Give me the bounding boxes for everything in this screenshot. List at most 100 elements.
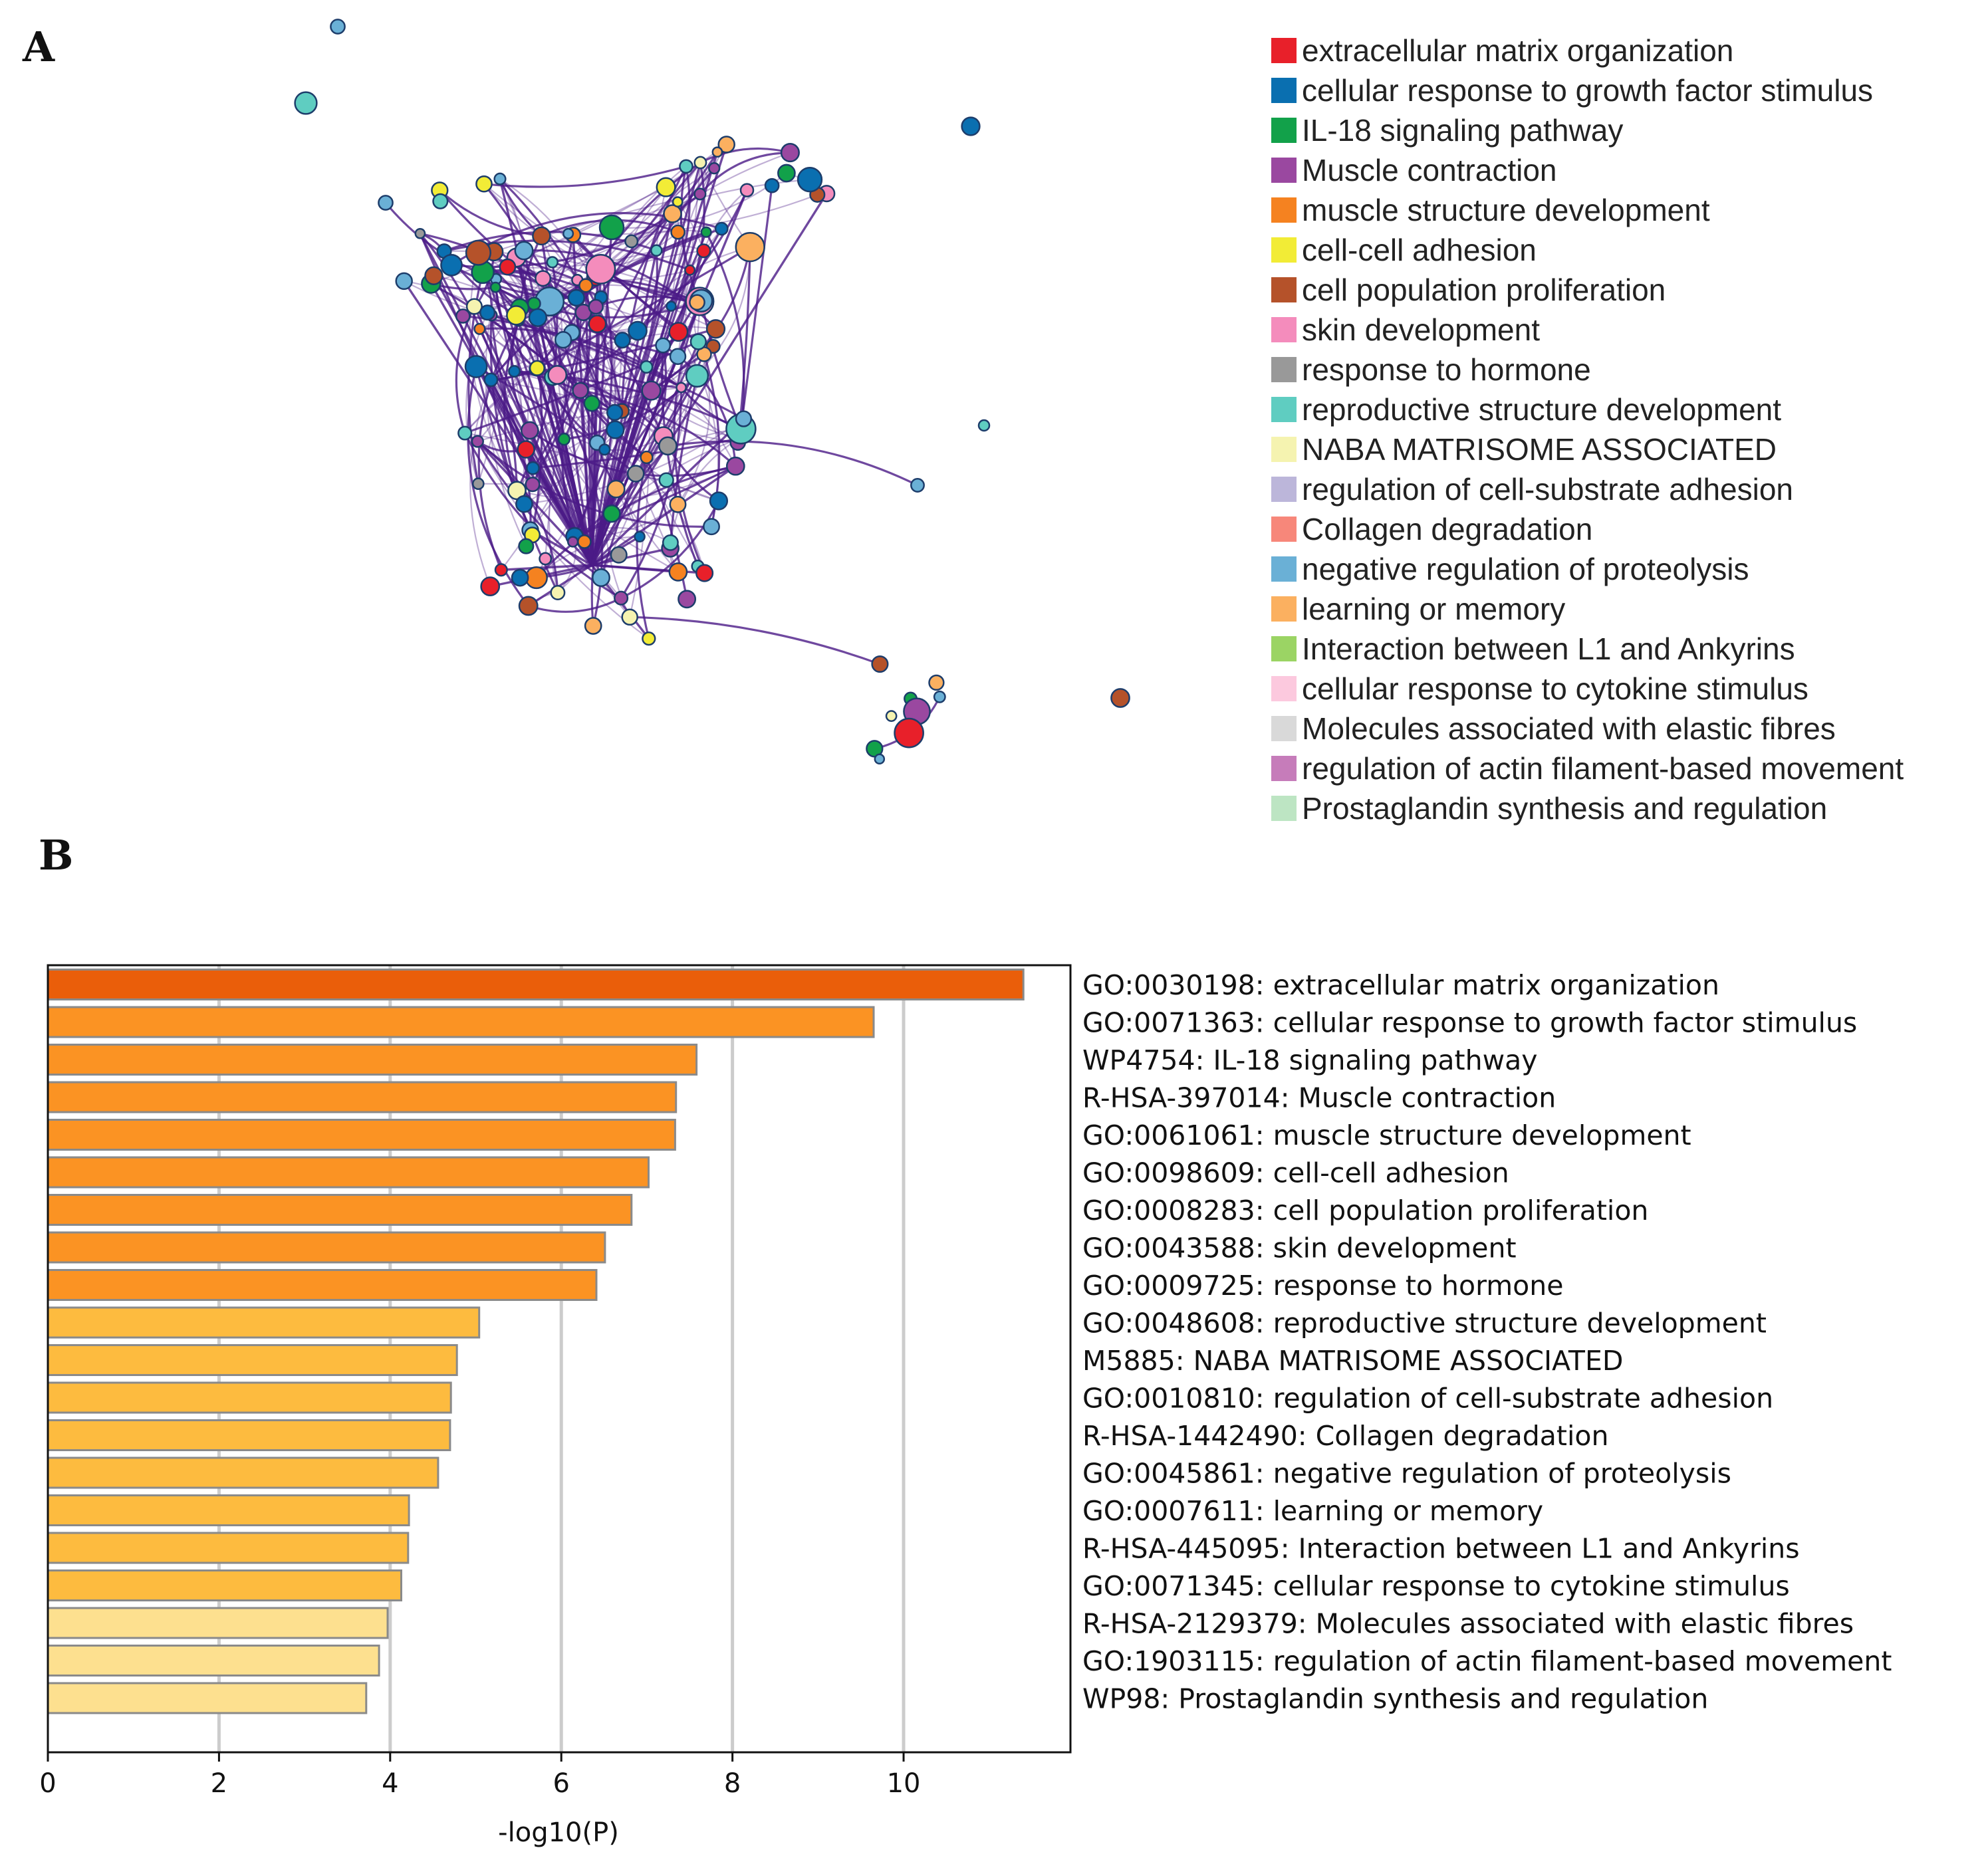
network-node: [546, 256, 559, 269]
network-node: [658, 472, 674, 488]
network-node: [527, 296, 541, 311]
network-node: [714, 221, 729, 236]
legend-item: response to hormone: [1271, 350, 1904, 390]
network-node: [424, 266, 443, 285]
legend-swatch: [1271, 796, 1297, 821]
network-node: [689, 294, 705, 311]
legend-swatch: [1271, 596, 1297, 622]
network-edge: [668, 440, 918, 487]
network-node: [588, 314, 607, 334]
network-edge: [464, 300, 700, 434]
network-edge: [551, 162, 701, 378]
network-graph: [294, 19, 1130, 765]
bar: [47, 1231, 606, 1264]
network-edge: [485, 287, 527, 547]
network-edge: [669, 376, 699, 543]
legend-label: cellular response to cytokine stimulus: [1302, 671, 1808, 706]
network-edge: [477, 441, 650, 639]
network-node: [562, 227, 574, 239]
network-node: [465, 239, 491, 266]
network-node: [910, 478, 925, 493]
network-node: [606, 479, 626, 499]
network-legend: extracellular matrix organization cellula…: [1271, 31, 1904, 828]
category-label: GO:0098609: cell-cell adhesion: [1082, 1157, 1509, 1189]
network-node: [526, 461, 540, 475]
category-label: M5885: NABA MATRISOME ASSOCIATED: [1082, 1345, 1623, 1377]
network-edge: [739, 185, 773, 429]
bar: [47, 1456, 439, 1489]
network-edge: [515, 314, 606, 451]
legend-item: muscle structure development: [1271, 190, 1904, 230]
legend-swatch: [1271, 477, 1297, 502]
network-node: [614, 332, 631, 349]
network-node: [602, 505, 621, 523]
network-node: [511, 568, 529, 587]
legend-label: reproductive structure development: [1302, 392, 1782, 427]
network-node: [689, 333, 707, 350]
legend-swatch: [1271, 277, 1297, 302]
network-node: [493, 172, 507, 185]
network-edge: [477, 307, 523, 442]
legend-label: cell-cell adhesion: [1302, 233, 1537, 267]
network-node: [735, 232, 765, 263]
network-node: [626, 465, 645, 483]
network-node: [777, 164, 796, 183]
network-node: [695, 564, 714, 582]
category-label: GO:0043588: skin development: [1082, 1232, 1517, 1264]
network-node: [525, 566, 548, 590]
bar-chart: 0 2 4 6 8 10 GO:0030198: extracellular matrix…: [39, 964, 1892, 1848]
network-node: [465, 298, 483, 315]
bars: [47, 969, 1025, 1714]
network-node: [961, 116, 981, 136]
category-label: GO:0048608: reproductive structure devel…: [1082, 1308, 1767, 1339]
legend-swatch: [1271, 118, 1297, 143]
bar: [47, 1419, 451, 1451]
network-edge: [477, 410, 622, 443]
legend-swatch: [1271, 636, 1297, 661]
legend-swatch: [1271, 556, 1297, 582]
network-node: [672, 196, 683, 207]
network-node: [506, 305, 527, 326]
legend-label: skin development: [1302, 312, 1540, 347]
legend-label: Interaction between L1 and Ankyrins: [1302, 632, 1795, 666]
legend-item: negative regulation of proteolysis: [1271, 549, 1904, 589]
network-node: [977, 419, 991, 432]
network-node: [668, 562, 688, 582]
network-node: [432, 193, 449, 209]
network-node: [480, 576, 501, 596]
network-node: [528, 308, 548, 327]
network-node: [666, 300, 677, 312]
legend-item: cellular response to growth factor stimu…: [1271, 70, 1904, 110]
network-node: [739, 183, 755, 197]
network-edge: [673, 300, 706, 574]
legend-item: reproductive structure development: [1271, 390, 1904, 429]
network-node: [656, 177, 676, 197]
network-edge: [636, 457, 650, 639]
legend-swatch: [1271, 397, 1297, 422]
network-edge: [535, 246, 751, 370]
legend-label: Prostaglandin synthesis and regulation: [1302, 791, 1828, 826]
legend-item: Interaction between L1 and Ankyrins: [1271, 629, 1904, 669]
network-edge: [655, 168, 715, 251]
bar: [47, 1044, 698, 1076]
network-edge: [567, 233, 680, 333]
bar: [47, 1494, 410, 1526]
network-edge: [479, 328, 598, 443]
category-labels: GO:0030198: extracellular matrix organiz…: [1082, 969, 1892, 1715]
legend-item: skin development: [1271, 310, 1904, 350]
network-edge: [590, 189, 749, 566]
bar: [47, 1006, 875, 1038]
category-label: GO:0009725: response to hormone: [1082, 1270, 1563, 1302]
network-node: [294, 91, 318, 115]
network-node: [499, 258, 517, 276]
legend-swatch: [1271, 716, 1297, 741]
x-tick-label: 6: [553, 1768, 569, 1799]
network-node: [624, 234, 639, 249]
network-node: [557, 433, 571, 446]
network-node: [598, 214, 625, 241]
bar: [47, 1645, 380, 1677]
network-node: [668, 322, 689, 342]
network-node: [650, 244, 663, 257]
network-node: [670, 224, 685, 240]
legend-swatch: [1271, 357, 1297, 382]
